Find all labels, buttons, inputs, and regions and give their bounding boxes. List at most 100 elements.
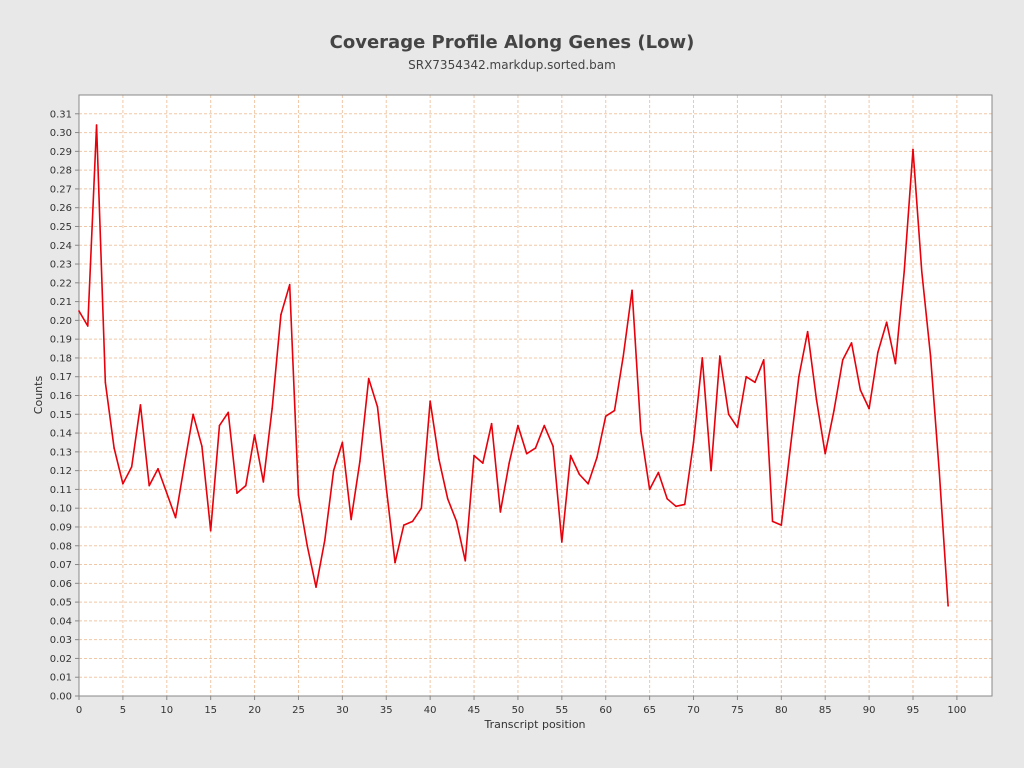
data-point xyxy=(482,462,484,464)
data-point xyxy=(780,524,783,526)
data-point xyxy=(666,497,668,500)
data-point xyxy=(446,497,449,500)
data-point xyxy=(754,381,756,384)
data-point xyxy=(288,283,291,286)
x-tick-label: 25 xyxy=(292,705,305,716)
y-tick-label: 0.30 xyxy=(50,128,72,139)
x-tick-label: 70 xyxy=(687,705,700,716)
data-point xyxy=(438,458,440,461)
x-tick-label: 40 xyxy=(424,705,437,716)
axes xyxy=(75,94,993,700)
chart-subtitle: SRX7354342.markdup.sorted.bam xyxy=(408,58,616,72)
data-point xyxy=(218,424,221,427)
data-point xyxy=(148,484,151,487)
data-point xyxy=(420,507,423,509)
data-point xyxy=(464,559,467,562)
data-point xyxy=(403,524,405,526)
x-tick-label: 45 xyxy=(468,705,481,716)
data-point xyxy=(657,471,660,474)
y-tick-label: 0.22 xyxy=(50,278,72,289)
data-point xyxy=(201,445,203,448)
data-point xyxy=(394,561,396,564)
y-tick-label: 0.16 xyxy=(50,391,72,402)
data-point xyxy=(455,520,458,523)
data-point xyxy=(613,409,616,412)
y-tick-label: 0.01 xyxy=(50,673,72,684)
data-point xyxy=(192,413,194,416)
data-point xyxy=(113,447,115,449)
data-point xyxy=(798,375,800,378)
data-point xyxy=(640,430,642,432)
data-point xyxy=(174,516,177,519)
data-point xyxy=(824,452,827,455)
y-tick-label: 0.28 xyxy=(50,166,72,177)
data-point xyxy=(841,359,844,361)
y-tick-label: 0.29 xyxy=(50,147,72,158)
x-tick-label: 15 xyxy=(204,705,217,716)
data-point xyxy=(561,541,563,543)
data-point xyxy=(78,310,80,312)
data-point xyxy=(253,434,256,436)
x-tick-label: 100 xyxy=(947,705,966,716)
data-point xyxy=(912,148,914,151)
data-point xyxy=(350,518,352,521)
data-point xyxy=(165,492,168,494)
y-tick-label: 0.25 xyxy=(50,222,72,233)
data-point xyxy=(885,321,888,324)
data-point xyxy=(675,505,677,508)
data-point xyxy=(596,456,598,459)
y-tick-label: 0.02 xyxy=(50,654,72,665)
data-point xyxy=(332,469,335,472)
y-axis-label: Counts xyxy=(32,376,45,415)
data-point xyxy=(209,529,212,532)
data-point xyxy=(525,452,528,455)
x-tick-label: 60 xyxy=(599,705,612,716)
data-point xyxy=(701,357,704,359)
data-point xyxy=(569,454,572,457)
y-tick-labels: 0.00 0.01 0.02 0.03 0.04 0.05 0.06 0.07 0.08 0.09… xyxy=(50,109,72,702)
data-point xyxy=(745,375,747,378)
data-point xyxy=(771,520,774,523)
data-point xyxy=(622,355,625,357)
y-tick-label: 0.19 xyxy=(50,335,72,346)
y-tick-label: 0.12 xyxy=(50,466,72,477)
data-point xyxy=(868,407,870,410)
data-point xyxy=(850,342,853,344)
x-tick-label: 90 xyxy=(863,705,876,716)
data-point xyxy=(710,469,712,472)
data-point xyxy=(367,377,370,380)
y-tick-label: 0.04 xyxy=(50,616,72,627)
data-point xyxy=(411,520,414,523)
data-point xyxy=(341,441,344,444)
data-point xyxy=(719,355,721,357)
series-layer xyxy=(78,124,949,607)
data-point xyxy=(324,539,326,541)
x-tick-label: 80 xyxy=(775,705,788,716)
x-axis-label: Transcript position xyxy=(483,718,585,731)
x-tick-label: 0 xyxy=(76,705,82,716)
data-point xyxy=(227,411,230,414)
data-point xyxy=(499,511,502,513)
data-point xyxy=(157,467,159,470)
y-tick-label: 0.13 xyxy=(50,447,72,458)
data-point xyxy=(604,415,607,417)
data-point xyxy=(271,407,273,410)
x-tick-label: 30 xyxy=(336,705,349,716)
data-point xyxy=(833,409,835,412)
data-point xyxy=(139,404,142,406)
data-point xyxy=(727,413,730,416)
data-point xyxy=(183,464,186,466)
data-point xyxy=(236,492,238,494)
data-point xyxy=(692,441,695,444)
data-point xyxy=(631,289,633,292)
x-tick-label: 75 xyxy=(731,705,744,716)
data-point xyxy=(508,462,510,464)
data-point xyxy=(894,362,897,365)
data-point xyxy=(297,494,300,496)
y-tick-label: 0.06 xyxy=(50,579,72,590)
y-tick-label: 0.10 xyxy=(50,504,72,515)
x-tick-label: 85 xyxy=(819,705,832,716)
data-point xyxy=(947,605,949,607)
data-point xyxy=(280,313,282,316)
